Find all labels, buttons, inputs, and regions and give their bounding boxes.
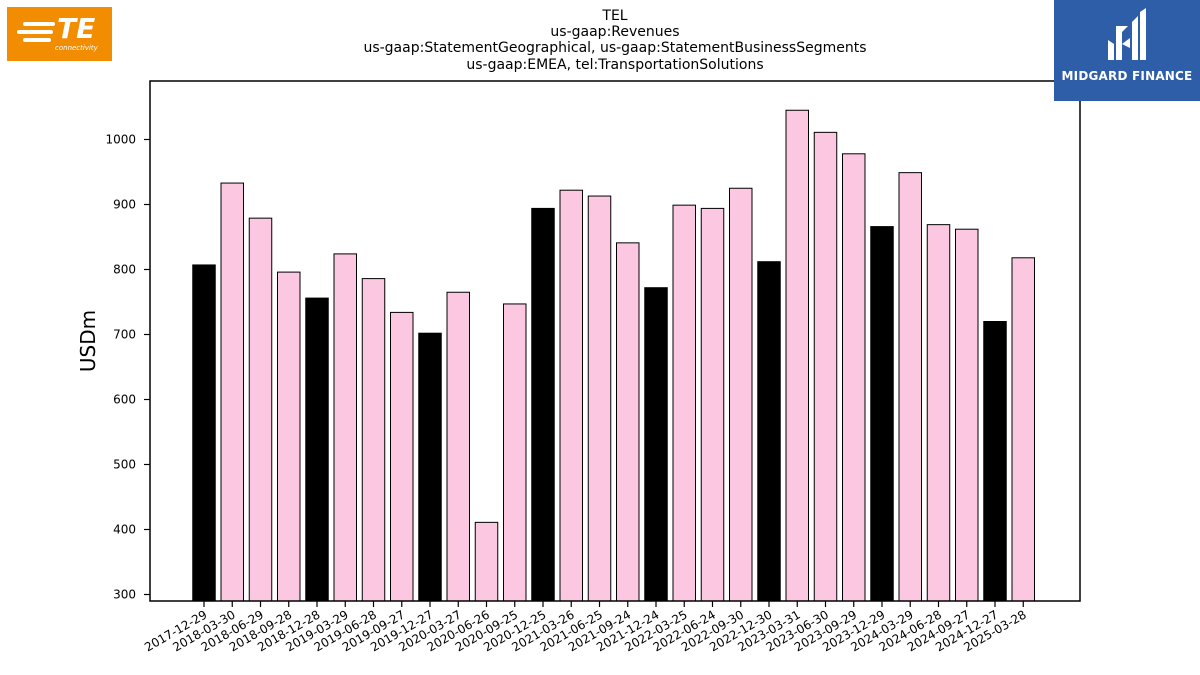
bar-2018-06-29 (248, 217, 273, 602)
y-axis-label: USDm (76, 310, 100, 372)
bar-2021-12-24 (644, 287, 668, 602)
te-logo-stripe (23, 38, 51, 42)
te-logo-subtext: connectivity (55, 44, 98, 52)
chart-title: TEL us-gaap:Revenues us-gaap:StatementGe… (363, 8, 866, 73)
bar-2020-03-27 (446, 291, 470, 602)
bar-2024-06-28 (926, 224, 951, 602)
bar-2023-03-31 (785, 109, 809, 602)
bar-2021-03-26 (559, 189, 583, 602)
bar-2019-09-27 (390, 311, 414, 602)
bar-2021-09-24 (616, 242, 640, 602)
bar-2024-12-27 (983, 321, 1007, 602)
y-axis: 300 400 500 600 700 800 900 1000 (105, 133, 150, 602)
te-logo-text: TE (57, 12, 96, 45)
bar-2018-09-28 (277, 271, 301, 602)
y-tick-label: 500 (113, 458, 136, 472)
bar-2019-06-28 (361, 278, 386, 602)
bar-2018-12-28 (305, 297, 329, 602)
bar-2023-12-29 (870, 226, 894, 602)
y-tick-label: 800 (113, 263, 136, 277)
bar-2025-03-28 (1011, 257, 1035, 602)
y-tick-label: 900 (113, 198, 136, 212)
midgard-logo-text: MIDGARD FINANCE (1061, 69, 1193, 83)
bar-2020-09-25 (503, 303, 527, 602)
title-line-1: TEL (601, 8, 627, 24)
midgard-emblem-icon (1108, 8, 1146, 60)
bar-2021-06-25 (587, 195, 612, 602)
bar-2022-12-30 (757, 261, 781, 602)
bar-2019-12-27 (418, 332, 442, 602)
bars-group (192, 109, 1035, 602)
bar-2019-03-29 (333, 253, 357, 602)
bar-2022-09-30 (729, 187, 753, 602)
bar-2020-06-26 (474, 521, 499, 602)
bar-2017-12-29 (192, 264, 216, 602)
y-tick-label: 600 (113, 393, 136, 407)
bar-2022-06-24 (700, 207, 725, 602)
bar-2023-09-29 (842, 153, 866, 602)
y-tick-label: 1000 (105, 133, 136, 147)
title-line-4: us-gaap:EMEA, tel:TransportationSolution… (466, 57, 763, 73)
bar-2022-03-25 (672, 204, 696, 602)
bar-2023-06-30 (813, 131, 838, 602)
te-logo-stripe (17, 30, 53, 34)
title-line-2: us-gaap:Revenues (550, 24, 679, 40)
te-connectivity-logo: TE connectivity (7, 7, 112, 61)
bar-2024-09-27 (955, 228, 979, 602)
bar-2018-03-30 (220, 182, 244, 602)
bar-2024-03-29 (898, 172, 922, 602)
y-tick-label: 400 (113, 523, 136, 537)
y-tick-label: 700 (113, 328, 136, 342)
title-line-3: us-gaap:StatementGeographical, us-gaap:S… (363, 40, 866, 56)
midgard-finance-logo: MIDGARD FINANCE (1054, 0, 1200, 101)
plot-frame (149, 80, 1081, 602)
bar-2020-12-25 (531, 207, 555, 602)
te-logo-stripe (23, 22, 55, 26)
x-axis: 2017-12-292018-03-302018-06-292018-09-28… (142, 601, 1029, 654)
y-tick-label: 300 (113, 588, 136, 602)
